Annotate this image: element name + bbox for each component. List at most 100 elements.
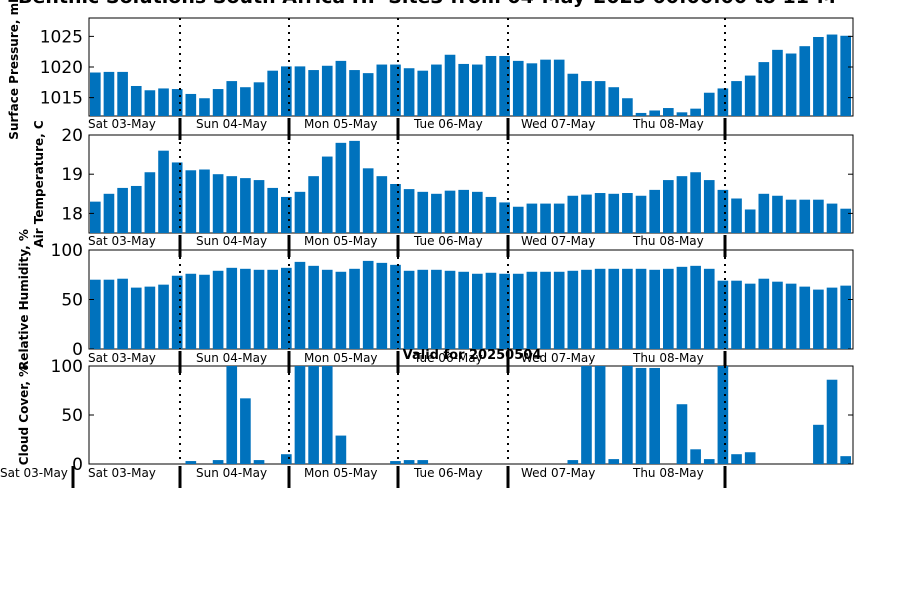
data-bar — [649, 367, 660, 464]
y-tick-label: 100 — [51, 357, 83, 377]
data-bar — [144, 286, 156, 349]
data-bar — [826, 203, 838, 233]
data-bar — [431, 193, 442, 233]
data-bar — [103, 279, 115, 349]
data-bar — [321, 65, 333, 116]
y-tick-label: 100 — [51, 241, 83, 261]
data-bar — [567, 270, 579, 349]
day-tick-label: Thu 08-May — [632, 351, 704, 365]
data-bar — [472, 273, 483, 349]
data-bar — [472, 191, 483, 233]
data-bar — [676, 266, 688, 349]
data-bar — [703, 92, 715, 116]
data-bar — [608, 268, 620, 349]
data-bar — [390, 264, 401, 349]
data-bar — [308, 366, 319, 464]
data-bar — [499, 55, 510, 116]
data-bar — [240, 87, 251, 116]
data-bar — [663, 268, 674, 349]
data-bar — [744, 75, 756, 116]
data-bar — [690, 449, 701, 464]
day-tick-label: Thu 08-May — [632, 117, 704, 131]
data-bar — [362, 73, 374, 117]
data-bar — [444, 190, 456, 233]
y-tick-label: 1015 — [40, 89, 83, 109]
data-bar — [199, 98, 210, 116]
data-bar — [240, 398, 251, 464]
data-bar — [744, 209, 756, 233]
day-tick-label: Sun 04-May — [196, 117, 267, 131]
day-tick-label: Mon 05-May — [304, 351, 378, 365]
day-tick-label: Sun 04-May — [196, 351, 267, 365]
data-bar — [267, 187, 278, 233]
data-bar — [431, 269, 442, 349]
data-bar — [485, 272, 497, 349]
data-bar — [417, 269, 429, 349]
data-bar — [103, 193, 115, 233]
data-bar — [594, 193, 606, 233]
data-bar — [553, 271, 565, 349]
data-bar — [540, 59, 551, 116]
data-bar — [158, 150, 169, 233]
data-bar — [294, 191, 306, 233]
data-bar — [321, 156, 333, 233]
data-bar — [485, 196, 497, 233]
data-bar — [826, 379, 838, 464]
data-bar — [403, 68, 415, 116]
data-bar — [567, 195, 579, 233]
data-bar — [676, 176, 688, 233]
data-bar — [403, 189, 415, 233]
data-bar — [185, 93, 197, 116]
data-bar — [117, 71, 128, 116]
data-bar — [813, 36, 824, 116]
data-bar — [212, 270, 224, 349]
data-bar — [799, 46, 811, 116]
data-bar — [799, 286, 811, 349]
data-bar — [185, 461, 197, 464]
data-bar — [717, 189, 729, 233]
data-bar — [444, 54, 456, 116]
data-bar — [840, 285, 851, 349]
data-bar — [199, 169, 210, 233]
y-tick-label: 19 — [61, 165, 83, 185]
data-bar — [635, 112, 647, 116]
data-bar — [253, 460, 265, 464]
data-bar — [431, 64, 442, 116]
data-bar — [813, 289, 824, 349]
day-tick-label: Sat 03-May — [88, 234, 156, 248]
data-bar — [403, 460, 415, 464]
data-bar — [567, 73, 579, 116]
data-bar — [335, 271, 347, 349]
data-bar — [703, 180, 715, 233]
day-tick-label: Wed 07-May — [521, 234, 595, 248]
data-bar — [144, 90, 156, 116]
data-bar — [362, 168, 374, 233]
day-tick-label: Wed 07-May — [521, 117, 595, 131]
data-bar — [294, 66, 306, 116]
y-tick-label: 20 — [61, 126, 83, 146]
data-bar — [130, 185, 142, 233]
data-bar — [281, 66, 292, 116]
data-bar — [690, 172, 701, 233]
y-tick-label: 1025 — [40, 27, 83, 47]
data-bar — [253, 269, 265, 349]
data-bar — [717, 366, 729, 464]
y-axis-label: Cloud Cover, % — [17, 365, 31, 465]
data-bar — [540, 271, 551, 349]
data-bar — [226, 81, 238, 116]
data-bar — [376, 176, 388, 233]
data-bar — [608, 459, 620, 464]
data-bar — [281, 454, 292, 464]
data-bar — [553, 59, 565, 116]
data-bar — [158, 284, 169, 349]
data-bar — [335, 142, 347, 233]
day-tick-label: Thu 08-May — [632, 234, 704, 248]
data-bar — [417, 70, 429, 116]
data-bar — [267, 269, 278, 349]
data-bar — [758, 278, 770, 349]
data-bar — [103, 71, 115, 116]
y-tick-label: 0 — [72, 340, 83, 360]
data-bar — [826, 287, 838, 349]
data-bar — [458, 189, 469, 233]
data-bar — [349, 70, 360, 116]
